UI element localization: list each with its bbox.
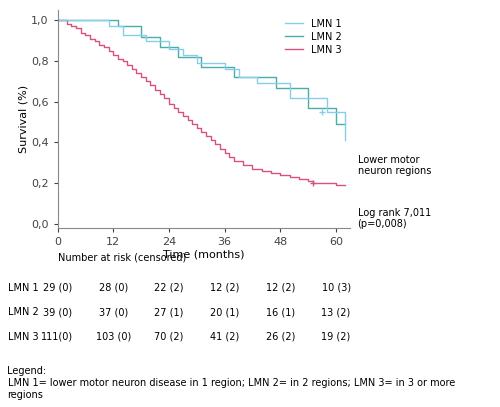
Text: 12 (2): 12 (2)	[266, 283, 295, 293]
X-axis label: Time (months): Time (months)	[163, 250, 244, 260]
Text: 39 (0): 39 (0)	[43, 307, 72, 317]
Text: LMN 1: LMN 1	[8, 283, 38, 293]
Text: LMN 3: LMN 3	[8, 332, 38, 342]
Text: 27 (1): 27 (1)	[154, 307, 184, 317]
Text: 37 (0): 37 (0)	[98, 307, 128, 317]
Text: 26 (2): 26 (2)	[266, 332, 295, 342]
Text: 13 (2): 13 (2)	[322, 307, 350, 317]
Text: LMN 2: LMN 2	[8, 307, 38, 317]
Y-axis label: Survival (%): Survival (%)	[18, 85, 28, 153]
Text: 103 (0): 103 (0)	[96, 332, 131, 342]
Legend: LMN 1, LMN 2, LMN 3: LMN 1, LMN 2, LMN 3	[282, 15, 345, 59]
Text: 41 (2): 41 (2)	[210, 332, 240, 342]
Text: 111(0): 111(0)	[42, 332, 74, 342]
Text: 19 (2): 19 (2)	[322, 332, 350, 342]
Text: Log rank 7,011
(p=0,008): Log rank 7,011 (p=0,008)	[358, 208, 431, 229]
Text: 28 (0): 28 (0)	[98, 283, 128, 293]
Text: 12 (2): 12 (2)	[210, 283, 240, 293]
Text: 20 (1): 20 (1)	[210, 307, 240, 317]
Text: 70 (2): 70 (2)	[154, 332, 184, 342]
Text: 10 (3): 10 (3)	[322, 283, 350, 293]
Text: 16 (1): 16 (1)	[266, 307, 295, 317]
Text: Number at risk (censored): Number at risk (censored)	[58, 252, 186, 263]
Text: 29 (0): 29 (0)	[43, 283, 72, 293]
Text: Lower motor
neuron regions: Lower motor neuron regions	[358, 155, 431, 176]
Text: 22 (2): 22 (2)	[154, 283, 184, 293]
Text: Legend:
LMN 1= lower motor neuron disease in 1 region; LMN 2= in 2 regions; LMN : Legend: LMN 1= lower motor neuron diseas…	[8, 366, 455, 400]
